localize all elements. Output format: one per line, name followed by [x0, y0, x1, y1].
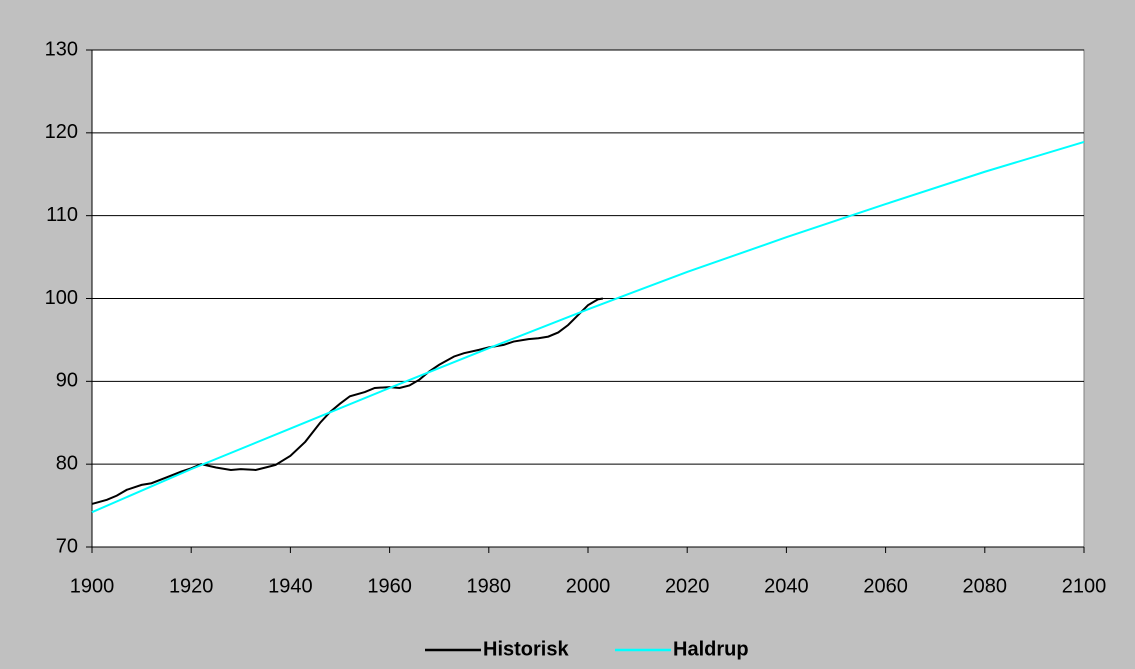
- y-tick-label: 130: [45, 38, 78, 60]
- x-tick-label: 2100: [1062, 575, 1107, 597]
- legend-label: Historisk: [483, 638, 569, 660]
- x-tick-label: 1960: [367, 575, 412, 597]
- y-tick-label: 120: [45, 121, 78, 143]
- y-tick-label: 100: [45, 287, 78, 309]
- x-tick-label: 2020: [665, 575, 710, 597]
- x-tick-label: 2080: [963, 575, 1008, 597]
- legend-label: Haldrup: [673, 638, 749, 660]
- x-tick-label: 1920: [169, 575, 214, 597]
- y-tick-label: 70: [56, 535, 78, 557]
- line: [91, 140, 1085, 514]
- x-tick-label: 2000: [566, 575, 611, 597]
- y-tick-label: 110: [46, 204, 78, 226]
- line: [91, 297, 604, 505]
- y-tick-label: 80: [56, 452, 78, 474]
- x-tick-label: 2060: [863, 575, 908, 597]
- x-tick-label: 1980: [467, 575, 512, 597]
- x-tick-label: 2040: [764, 575, 809, 597]
- x-tick-label: 1940: [268, 575, 313, 597]
- x-tick-label: 1900: [70, 575, 115, 597]
- y-tick-label: 90: [56, 370, 78, 392]
